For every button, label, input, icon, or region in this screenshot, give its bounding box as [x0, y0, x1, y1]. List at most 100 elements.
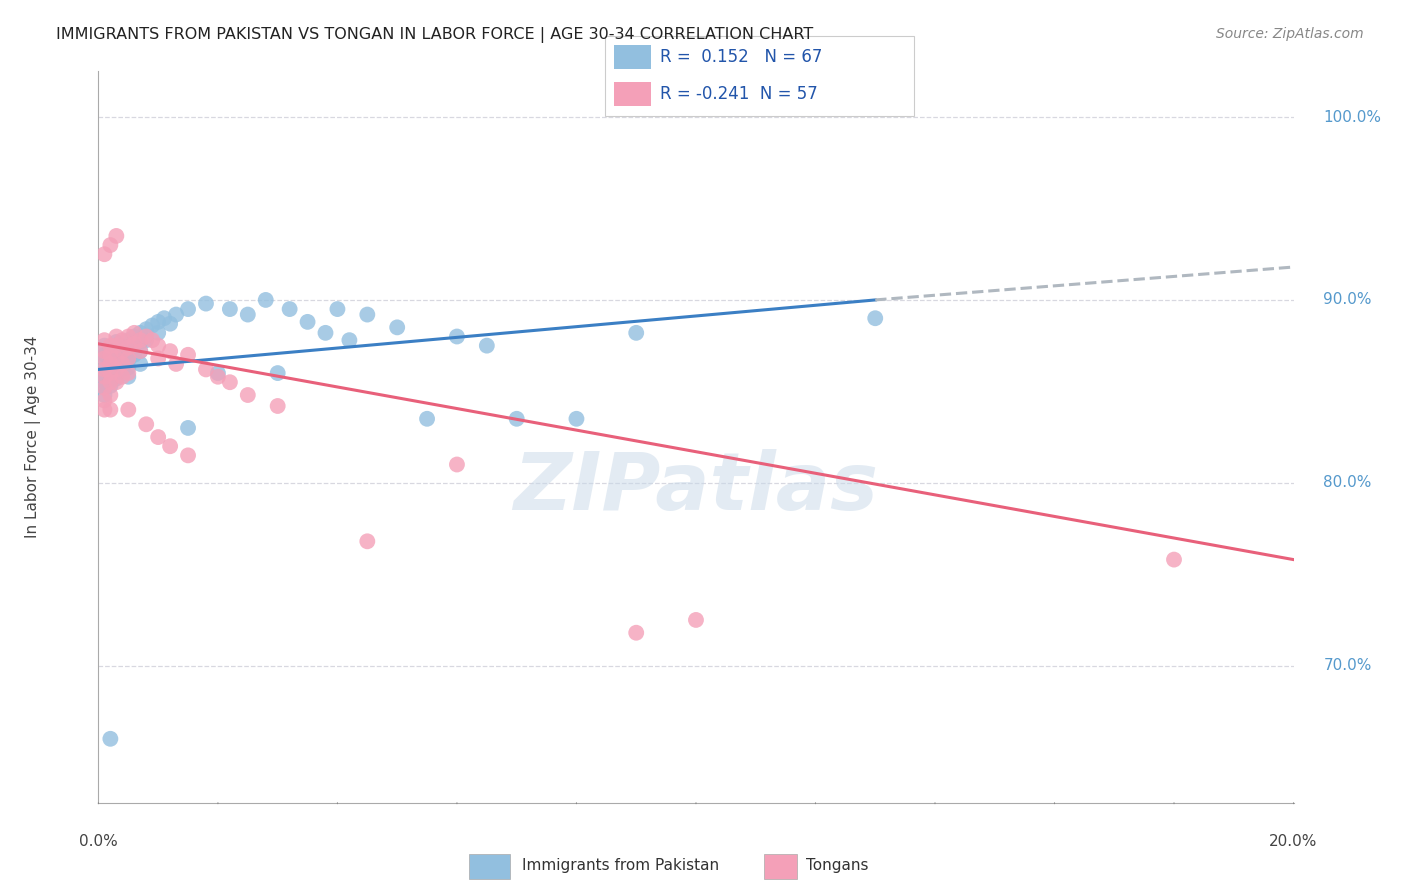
Point — [117, 366, 139, 380]
FancyBboxPatch shape — [765, 855, 797, 879]
Point — [105, 329, 128, 343]
Point — [129, 344, 152, 359]
Point — [98, 366, 122, 380]
Point — [236, 308, 259, 322]
Point — [177, 448, 200, 462]
Point — [194, 362, 218, 376]
Point — [165, 357, 187, 371]
Point — [236, 388, 259, 402]
Point — [105, 366, 128, 380]
Text: Immigrants from Pakistan: Immigrants from Pakistan — [522, 858, 720, 872]
Point — [159, 344, 181, 359]
Point — [148, 326, 170, 340]
Point — [207, 369, 229, 384]
Text: 20.0%: 20.0% — [1270, 833, 1317, 848]
Point — [267, 366, 290, 380]
Text: R =  0.152   N = 67: R = 0.152 N = 67 — [661, 48, 823, 66]
Point — [98, 357, 122, 371]
Point — [219, 301, 242, 316]
Point — [865, 311, 887, 326]
Text: ZIPatlas: ZIPatlas — [513, 450, 879, 527]
Point — [111, 357, 134, 371]
Point — [148, 315, 170, 329]
Text: In Labor Force | Age 30-34: In Labor Force | Age 30-34 — [25, 335, 41, 539]
Point — [98, 731, 122, 746]
Point — [117, 369, 139, 384]
Point — [98, 366, 122, 380]
Text: 70.0%: 70.0% — [1323, 658, 1372, 673]
Point — [565, 411, 588, 425]
Point — [129, 334, 152, 349]
Point — [93, 393, 115, 408]
Point — [93, 351, 115, 366]
Point — [93, 381, 115, 395]
Point — [93, 333, 115, 347]
Point — [93, 388, 115, 402]
Point — [135, 329, 157, 343]
Point — [117, 402, 139, 417]
Point — [117, 329, 139, 343]
Point — [278, 301, 301, 316]
Point — [141, 333, 163, 347]
Point — [446, 329, 468, 343]
Text: 0.0%: 0.0% — [79, 833, 118, 848]
Point — [93, 369, 115, 384]
Point — [93, 381, 115, 395]
Point — [105, 344, 128, 359]
Point — [105, 362, 128, 376]
Point — [153, 311, 176, 326]
Point — [105, 351, 128, 366]
Point — [93, 369, 115, 384]
Point — [98, 402, 122, 417]
Point — [254, 293, 277, 307]
Point — [219, 375, 242, 389]
Point — [105, 334, 128, 349]
Point — [267, 399, 290, 413]
Point — [177, 348, 200, 362]
Point — [129, 357, 152, 371]
Text: Source: ZipAtlas.com: Source: ZipAtlas.com — [1216, 27, 1364, 41]
Text: IMMIGRANTS FROM PAKISTAN VS TONGAN IN LABOR FORCE | AGE 30-34 CORRELATION CHART: IMMIGRANTS FROM PAKISTAN VS TONGAN IN LA… — [56, 27, 814, 43]
Point — [117, 333, 139, 347]
Point — [117, 351, 139, 366]
Point — [356, 308, 378, 322]
Point — [93, 362, 115, 376]
Point — [326, 301, 349, 316]
Point — [93, 348, 115, 362]
FancyBboxPatch shape — [614, 82, 651, 106]
Point — [165, 308, 187, 322]
Point — [98, 238, 122, 252]
Point — [111, 353, 134, 368]
Point — [129, 326, 152, 340]
Point — [141, 318, 163, 333]
Point — [135, 322, 157, 336]
Point — [98, 379, 122, 393]
Text: 100.0%: 100.0% — [1323, 110, 1382, 125]
Text: 90.0%: 90.0% — [1323, 293, 1372, 308]
Point — [416, 411, 439, 425]
Point — [124, 336, 146, 351]
Point — [124, 329, 146, 343]
Point — [207, 366, 229, 380]
Point — [93, 362, 115, 376]
Point — [98, 350, 122, 364]
Point — [148, 430, 170, 444]
Point — [124, 338, 146, 352]
Point — [297, 315, 319, 329]
Point — [446, 458, 468, 472]
Point — [117, 360, 139, 375]
Point — [685, 613, 707, 627]
Point — [148, 351, 170, 366]
Point — [177, 421, 200, 435]
Point — [98, 338, 122, 352]
Point — [124, 326, 146, 340]
FancyBboxPatch shape — [605, 36, 914, 116]
Point — [105, 375, 128, 389]
Point — [98, 388, 122, 402]
Point — [624, 625, 647, 640]
Point — [194, 296, 218, 310]
Point — [129, 333, 152, 347]
Point — [117, 344, 139, 359]
Point — [93, 247, 115, 261]
Point — [93, 344, 115, 359]
